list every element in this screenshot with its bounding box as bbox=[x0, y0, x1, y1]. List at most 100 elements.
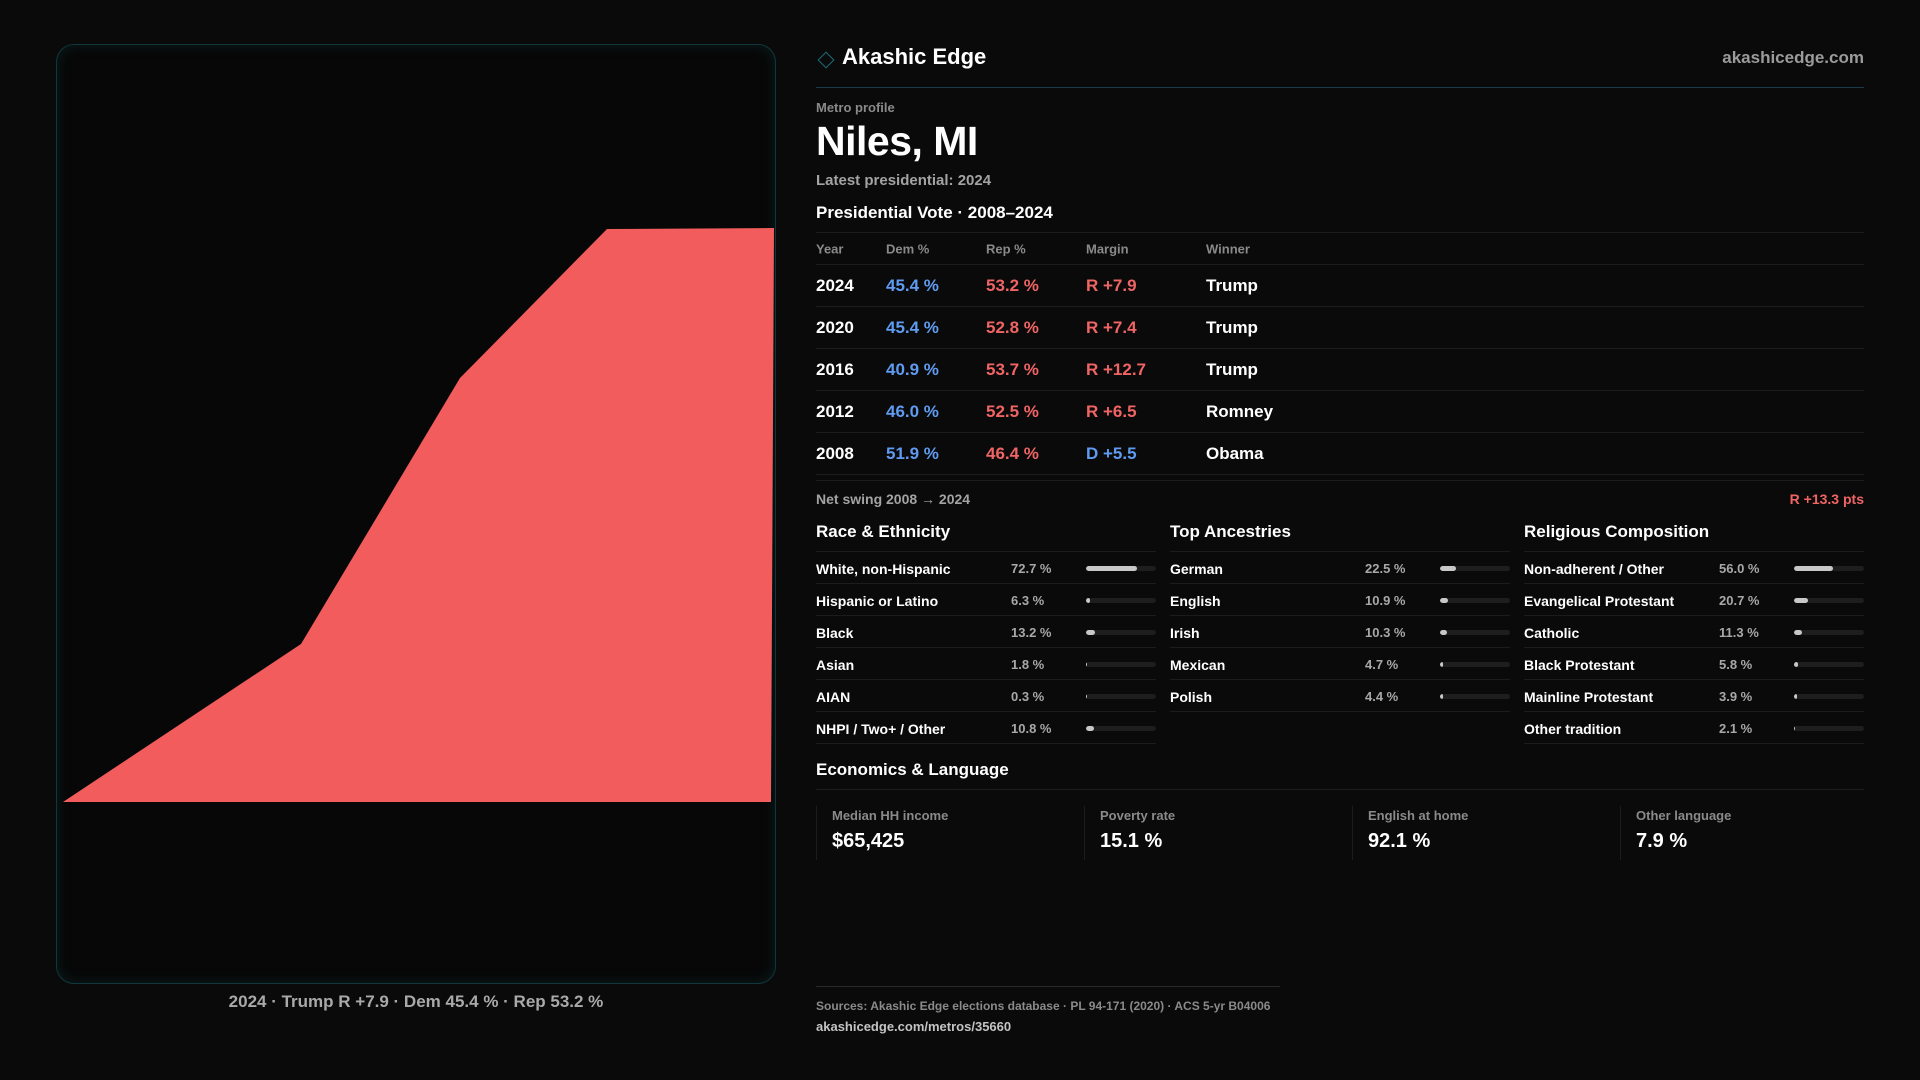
net-swing-label: Net swing 2008 → 2024 bbox=[816, 491, 971, 507]
ancestry-bar bbox=[1440, 662, 1510, 667]
religion-value: 2.1 % bbox=[1719, 721, 1753, 736]
vote-table-header: Year Dem % Rep % Margin Winner bbox=[816, 233, 1864, 265]
vote-row-2020: 2020 45.4 % 52.8 % R +7.4 Trump bbox=[816, 307, 1864, 349]
brand-url[interactable]: akashicedge.com bbox=[1722, 48, 1864, 67]
econ-value: $65,425 bbox=[832, 830, 905, 852]
race-bar bbox=[1086, 630, 1156, 635]
religion-bar-fill bbox=[1794, 630, 1802, 635]
religion-section-title: Religious Composition bbox=[1524, 520, 1864, 552]
econ-value: 7.9 % bbox=[1636, 830, 1688, 852]
metro-map bbox=[63, 228, 774, 802]
econ-card-english-at-home: English at home 92.1 % bbox=[1352, 806, 1610, 860]
race-bar-fill bbox=[1086, 566, 1137, 571]
vote-row-2008: 2008 51.9 % 46.4 % D +5.5 Obama bbox=[816, 433, 1864, 475]
vote-year: 2024 bbox=[816, 275, 854, 295]
ancestry-value: 4.7 % bbox=[1365, 657, 1399, 672]
footer-url[interactable]: akashicedge.com/metros/35660 bbox=[816, 1019, 1012, 1034]
vote-row-2016: 2016 40.9 % 53.7 % R +12.7 Trump bbox=[816, 349, 1864, 391]
ancestry-label: Polish bbox=[1170, 689, 1213, 705]
vote-rep-pct: 46.4 % bbox=[986, 443, 1039, 463]
race-value: 13.2 % bbox=[1011, 625, 1052, 640]
ancestry-bar-fill bbox=[1440, 598, 1448, 603]
economics-header: Economics & Language bbox=[816, 758, 1864, 790]
vote-rep-pct: 53.2 % bbox=[986, 275, 1039, 295]
vote-dem-pct: 51.9 % bbox=[886, 443, 939, 463]
ancestry-label: English bbox=[1170, 593, 1221, 609]
religion-bar bbox=[1794, 662, 1864, 667]
race-ethnicity-section: Race & Ethnicity White, non-Hispanic 72.7… bbox=[816, 520, 1156, 744]
race-label: Asian bbox=[816, 657, 855, 673]
profile-eyebrow: Metro profile bbox=[816, 100, 895, 115]
vote-year: 2012 bbox=[816, 401, 854, 421]
race-row: Hispanic or Latino 6.3 % bbox=[816, 584, 1156, 616]
vote-dem-pct: 46.0 % bbox=[886, 401, 939, 421]
religion-bar-fill bbox=[1794, 598, 1809, 603]
religion-row: Non-adherent / Other 56.0 % bbox=[1524, 552, 1864, 584]
econ-card-poverty-rate: Poverty rate 15.1 % bbox=[1084, 806, 1342, 860]
footer: Sources: Akashic Edge elections database… bbox=[816, 986, 1280, 1034]
race-value: 6.3 % bbox=[1011, 593, 1045, 608]
econ-label: Other language bbox=[1636, 808, 1732, 823]
ancestry-label: Mexican bbox=[1170, 657, 1226, 673]
religion-value: 11.3 % bbox=[1719, 625, 1759, 640]
race-row: Black 13.2 % bbox=[816, 616, 1156, 648]
ancestry-bar-fill bbox=[1440, 694, 1444, 699]
religion-value: 3.9 % bbox=[1719, 689, 1753, 704]
religion-bar-fill bbox=[1794, 566, 1834, 571]
header-dem: Dem % bbox=[886, 241, 930, 256]
religion-label: Non-adherent / Other bbox=[1524, 561, 1665, 577]
religion-value: 5.8 % bbox=[1719, 657, 1753, 672]
brand-name: Akashic Edge bbox=[842, 44, 987, 69]
religion-label: Black Protestant bbox=[1524, 657, 1635, 673]
vote-margin: R +12.7 bbox=[1086, 359, 1147, 379]
vote-section-title: Presidential Vote · 2008–2024 bbox=[816, 203, 1053, 222]
vote-margin: R +7.9 bbox=[1086, 275, 1137, 295]
footer-sources: Sources: Akashic Edge elections database… bbox=[816, 999, 1271, 1013]
race-section-title: Race & Ethnicity bbox=[816, 520, 1156, 552]
vote-winner: Trump bbox=[1206, 317, 1258, 337]
net-swing-value: R +13.3 pts bbox=[1789, 491, 1864, 507]
econ-card-other-language: Other language 7.9 % bbox=[1620, 806, 1878, 860]
religion-bar bbox=[1794, 726, 1864, 731]
race-label: White, non-Hispanic bbox=[816, 561, 951, 577]
race-value: 1.8 % bbox=[1011, 657, 1045, 672]
ancestry-row: German 22.5 % bbox=[1170, 552, 1510, 584]
diamond-icon bbox=[817, 51, 835, 69]
header-rep: Rep % bbox=[986, 241, 1026, 256]
vote-dem-pct: 40.9 % bbox=[886, 359, 939, 379]
net-swing: Net swing 2008 → 2024 R +13.3 pts bbox=[816, 480, 1864, 518]
race-list: White, non-Hispanic 72.7 % Hispanic or Lat… bbox=[816, 552, 1156, 744]
religion-bar bbox=[1794, 630, 1864, 635]
race-value: 72.7 % bbox=[1011, 561, 1052, 576]
econ-label: English at home bbox=[1368, 808, 1469, 823]
race-value: 10.8 % bbox=[1011, 721, 1052, 736]
vote-winner: Obama bbox=[1206, 443, 1264, 463]
race-bar-fill bbox=[1086, 726, 1094, 731]
vote-year: 2020 bbox=[816, 317, 854, 337]
religion-bar-fill bbox=[1794, 694, 1797, 699]
ancestry-bar-fill bbox=[1440, 662, 1444, 667]
race-row: AIAN 0.3 % bbox=[816, 680, 1156, 712]
ancestry-section: Top Ancestries German 22.5 % English 10.9 %… bbox=[1170, 520, 1510, 712]
race-label: Black bbox=[816, 625, 854, 641]
vote-margin: D +5.5 bbox=[1086, 443, 1137, 463]
econ-card-median-income: Median HH income $65,425 bbox=[816, 806, 1074, 860]
race-bar-fill bbox=[1086, 598, 1091, 603]
ancestry-bar bbox=[1440, 630, 1510, 635]
economics-section-title: Economics & Language bbox=[816, 760, 1009, 779]
page-title: Niles, MI bbox=[816, 118, 978, 164]
religion-row: Evangelical Protestant 20.7 % bbox=[1524, 584, 1864, 616]
religion-bar bbox=[1794, 694, 1864, 699]
race-bar-fill bbox=[1086, 662, 1088, 667]
race-value: 0.3 % bbox=[1011, 689, 1045, 704]
brand-bar: Akashic Edge akashicedge.com bbox=[816, 40, 1864, 88]
race-bar bbox=[1086, 726, 1156, 731]
vote-rep-pct: 52.5 % bbox=[986, 401, 1039, 421]
race-row: NHPI / Two+ / Other 10.8 % bbox=[816, 712, 1156, 744]
ancestry-value: 22.5 % bbox=[1365, 561, 1406, 576]
ancestry-bar bbox=[1440, 694, 1510, 699]
race-row: Asian 1.8 % bbox=[816, 648, 1156, 680]
race-label: Hispanic or Latino bbox=[816, 593, 939, 609]
latest-election: Latest presidential: 2024 bbox=[816, 172, 992, 189]
ancestry-row: English 10.9 % bbox=[1170, 584, 1510, 616]
